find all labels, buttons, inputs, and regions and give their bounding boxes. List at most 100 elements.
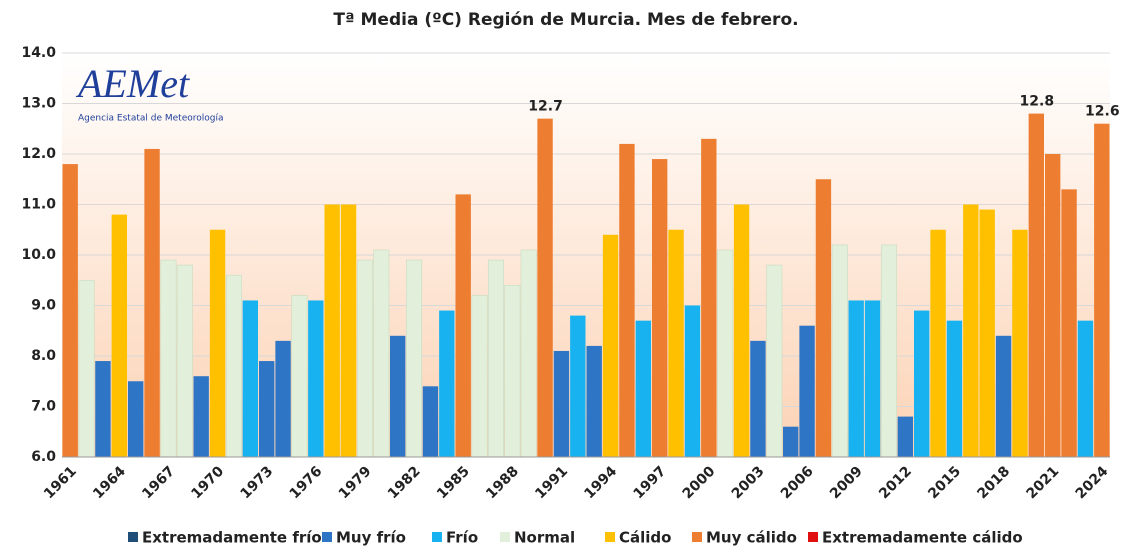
- bar: [406, 259, 423, 458]
- data-label: 12.7: [528, 99, 563, 115]
- bar: [1045, 154, 1061, 457]
- bar: [586, 345, 602, 457]
- bar: [995, 335, 1012, 457]
- x-tick-label: 1994: [581, 463, 620, 502]
- bar: [553, 350, 570, 457]
- x-tick-label: 2000: [680, 463, 719, 502]
- bar: [717, 249, 734, 458]
- bar: [356, 259, 373, 458]
- bar: [897, 416, 913, 457]
- bar: [144, 148, 160, 457]
- bar: [979, 209, 995, 457]
- bar: [193, 376, 209, 457]
- bar: [487, 259, 504, 458]
- legend-label: Extremadamente cálido: [822, 529, 1023, 546]
- legend-label: Cálido: [619, 529, 671, 546]
- bar: [308, 300, 324, 457]
- x-tick-label: 1991: [532, 463, 571, 502]
- y-tick-label: 11.0: [21, 197, 56, 213]
- x-tick-label: 1976: [287, 463, 326, 502]
- legend-swatch: [605, 532, 615, 542]
- y-tick-label: 13.0: [21, 96, 56, 112]
- bar: [831, 244, 848, 458]
- y-tick-label: 10.0: [21, 247, 56, 263]
- x-tick-label: 2006: [778, 463, 817, 502]
- bar: [520, 249, 537, 458]
- bar: [390, 335, 406, 457]
- x-tick-label: 2012: [876, 463, 915, 502]
- y-tick-label: 9.0: [31, 298, 56, 314]
- bar: [422, 386, 439, 457]
- bar: [668, 229, 684, 457]
- bar: [1012, 229, 1028, 457]
- x-tick-label: 1988: [483, 463, 522, 502]
- x-tick-label: 2015: [925, 463, 964, 502]
- x-tick-label: 1970: [188, 463, 227, 502]
- bar: [373, 249, 390, 458]
- x-tick-label: 1979: [336, 463, 375, 502]
- bar: [259, 361, 275, 457]
- x-tick-label: 2003: [729, 463, 768, 502]
- bar: [209, 229, 226, 457]
- bar: [783, 426, 799, 457]
- x-tick-label: 2009: [827, 463, 866, 502]
- bar: [684, 305, 701, 457]
- bar: [914, 310, 930, 457]
- bar: [635, 320, 651, 457]
- x-tick-label: 2024: [1073, 463, 1112, 502]
- bar: [619, 143, 635, 457]
- legend-label: Normal: [514, 529, 575, 546]
- x-tick-label: 1982: [385, 463, 424, 502]
- bar: [340, 204, 357, 457]
- bar: [471, 295, 488, 458]
- bar: [225, 274, 242, 458]
- x-tick-label: 1967: [139, 463, 178, 502]
- y-tick-label: 14.0: [21, 45, 56, 61]
- bar: [930, 229, 946, 457]
- bar: [570, 315, 586, 457]
- legend-swatch: [808, 532, 818, 542]
- bar: [1028, 113, 1044, 457]
- bar: [963, 204, 979, 457]
- data-label: 12.8: [1020, 94, 1055, 110]
- legend-label: Frío: [446, 529, 478, 546]
- x-tick-label: 1985: [434, 463, 473, 502]
- bar: [1077, 320, 1094, 457]
- x-tick-label: 1973: [237, 463, 276, 502]
- bar: [864, 300, 881, 457]
- legend-swatch: [322, 532, 332, 542]
- bar: [62, 164, 78, 457]
- bar: [602, 234, 619, 457]
- bar: [439, 310, 455, 457]
- bar: [799, 325, 815, 457]
- bar: [733, 204, 750, 457]
- bar: [176, 264, 193, 458]
- bar: [95, 361, 111, 457]
- x-tick-label: 2021: [1023, 463, 1062, 502]
- bar: [701, 138, 717, 457]
- data-label: 12.6: [1085, 104, 1120, 120]
- x-tick-label: 2018: [974, 463, 1013, 502]
- bar: [946, 320, 963, 457]
- logo-subtitle: Agencia Estatal de Meteorología: [78, 114, 224, 124]
- x-tick-label: 1964: [90, 463, 129, 502]
- bar: [242, 300, 258, 457]
- bar: [160, 259, 177, 458]
- bar: [455, 194, 471, 457]
- bar: [750, 340, 766, 457]
- legend-label: Muy frío: [336, 529, 406, 546]
- bar: [880, 244, 897, 458]
- bar: [652, 159, 668, 458]
- legend-label: Extremadamente frío: [142, 529, 322, 546]
- bar: [78, 279, 95, 458]
- bar: [815, 179, 832, 457]
- bar: [111, 214, 127, 457]
- logo-name: AEMet: [75, 61, 190, 106]
- bar: [275, 340, 291, 457]
- bar: [766, 264, 783, 458]
- x-tick-label: 1961: [41, 463, 80, 502]
- y-tick-label: 12.0: [21, 146, 56, 162]
- bar: [324, 204, 340, 457]
- bar: [291, 295, 308, 458]
- bar: [848, 300, 864, 457]
